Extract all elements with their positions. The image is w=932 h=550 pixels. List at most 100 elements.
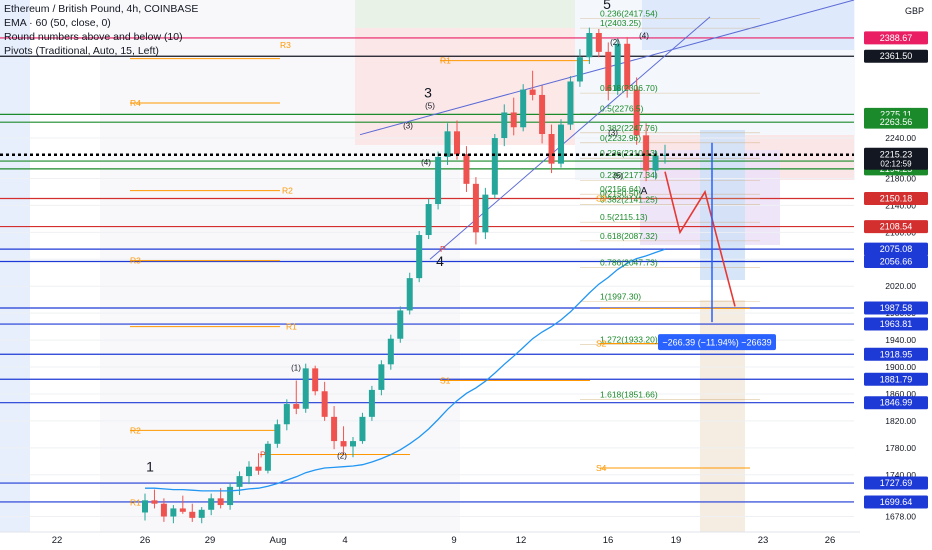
price-badge xyxy=(864,242,928,256)
pivot-label: R3 xyxy=(280,40,291,50)
price-badge xyxy=(864,115,928,129)
wave-label: (1) xyxy=(291,363,301,372)
candle-body xyxy=(454,131,460,155)
wave-label: (4) xyxy=(639,31,649,40)
measure-badge xyxy=(658,334,776,351)
x-tick-label: 26 xyxy=(825,535,836,546)
candle-body xyxy=(331,416,338,442)
price-badge-label: 2275.11 xyxy=(880,109,912,119)
fib-level-label: 1.272(1933.20) xyxy=(600,335,658,345)
pivot-label: R4 xyxy=(130,98,141,108)
last-price-badge xyxy=(864,147,928,170)
price-badge xyxy=(864,220,928,234)
pivot-label: S1 xyxy=(440,375,451,385)
candle-body xyxy=(302,368,309,409)
fib-level-label: 0.5(2115.13) xyxy=(600,212,648,222)
candle-body xyxy=(472,183,479,233)
candle-body xyxy=(501,112,508,139)
candle-body xyxy=(387,338,394,365)
x-axis-panel xyxy=(0,532,860,550)
candle-body xyxy=(340,441,347,447)
x-tick-label: 26 xyxy=(140,535,151,546)
measure-label: −266.39 (−11.94%) −26639 xyxy=(662,338,771,348)
pivot-label: P xyxy=(260,450,266,460)
candle-body xyxy=(151,500,158,504)
x-tick-label: 22 xyxy=(52,535,63,546)
candle-body xyxy=(491,138,498,195)
price-badge-label: 1881.79 xyxy=(880,374,913,384)
fib-level-label: 0.5(2276.5) xyxy=(600,103,644,113)
candle-body xyxy=(208,498,215,510)
wave-label: (5) xyxy=(425,101,435,110)
pivot-label: R1 xyxy=(286,322,297,332)
fib-level-label: 1.618(1851.66) xyxy=(600,390,658,400)
candle-body xyxy=(198,509,205,518)
candle-body xyxy=(350,441,356,447)
x-tick-label: 23 xyxy=(758,535,769,546)
price-badge-label: 2361.50 xyxy=(880,51,913,61)
price-badge-label: 2075.08 xyxy=(880,244,913,254)
background-zone xyxy=(642,0,854,50)
price-badge-label: 1918.95 xyxy=(880,349,913,359)
fib-level-label: 0.382(2247.76) xyxy=(600,123,658,133)
price-badge xyxy=(864,301,928,315)
price-badge xyxy=(864,372,928,386)
candle-body xyxy=(359,416,366,442)
price-badge-label: 1727.69 xyxy=(880,478,913,488)
last-price-label: 2215.23 xyxy=(880,150,913,160)
price-badge-label: 1699.64 xyxy=(880,497,913,507)
candle-body xyxy=(264,443,271,471)
fib-level-label: 0.618(2306.70) xyxy=(600,83,658,93)
candle-body xyxy=(283,404,290,425)
candle-body xyxy=(605,51,612,91)
pivot-label: R1 xyxy=(130,497,141,507)
candle-body xyxy=(312,368,319,392)
candle-body xyxy=(416,235,423,279)
fib-level-label: 0.618(2087.32) xyxy=(600,231,658,241)
candle-body xyxy=(170,508,177,517)
y-tick-label: 2140.00 xyxy=(885,200,916,210)
pivot-label: R3 xyxy=(130,256,141,266)
candle-body xyxy=(614,43,621,91)
ema-line xyxy=(145,248,666,492)
candle-body xyxy=(236,476,243,487)
candle-body xyxy=(586,32,593,58)
candle-body xyxy=(246,466,252,477)
wave-label: 1 xyxy=(146,458,154,474)
candle-body xyxy=(652,155,659,171)
chart-legend: Ethereum / British Pound, 4h, COINBASE E… xyxy=(4,2,198,58)
candle-body xyxy=(368,389,375,417)
candle-body xyxy=(227,486,234,506)
price-badge-label: 1963.81 xyxy=(880,319,913,329)
y-tick-label: 2180.00 xyxy=(885,173,916,183)
x-tick-label: 4 xyxy=(342,535,347,546)
x-tick-label: 19 xyxy=(671,535,682,546)
price-badge-label: 1846.99 xyxy=(880,398,913,408)
fib-level-label: 0(2232.96) xyxy=(600,133,641,143)
candle-body xyxy=(255,466,262,471)
candle-body xyxy=(179,508,186,512)
price-badge xyxy=(864,192,928,206)
candle-body xyxy=(189,511,196,518)
price-badge-label: 2263.56 xyxy=(880,117,913,127)
candle-body xyxy=(529,89,536,95)
y-tick-label: 1780.00 xyxy=(885,443,916,453)
price-badge-label: 2056.66 xyxy=(880,257,913,267)
pivot-label: R2 xyxy=(282,186,293,196)
fib-level-label: 0(2156.64) xyxy=(600,184,641,194)
fib-level-label: 1(2403.25) xyxy=(600,18,641,28)
price-badge xyxy=(864,49,928,63)
candle-body xyxy=(321,391,328,417)
candle-body xyxy=(595,32,602,52)
projection-arrow xyxy=(664,171,736,307)
candle-body xyxy=(567,81,574,125)
fib-level-label: 0.236(2210.13) xyxy=(600,148,658,158)
wave-label: (3) xyxy=(403,122,413,131)
price-badge xyxy=(864,31,928,45)
fib-level-label: 0(2150.50) xyxy=(600,188,641,198)
pivot-label: R1 xyxy=(440,56,451,66)
y-tick-label: 1940.00 xyxy=(885,335,916,345)
fib-level-label: 0.236(2177.34) xyxy=(600,170,658,180)
